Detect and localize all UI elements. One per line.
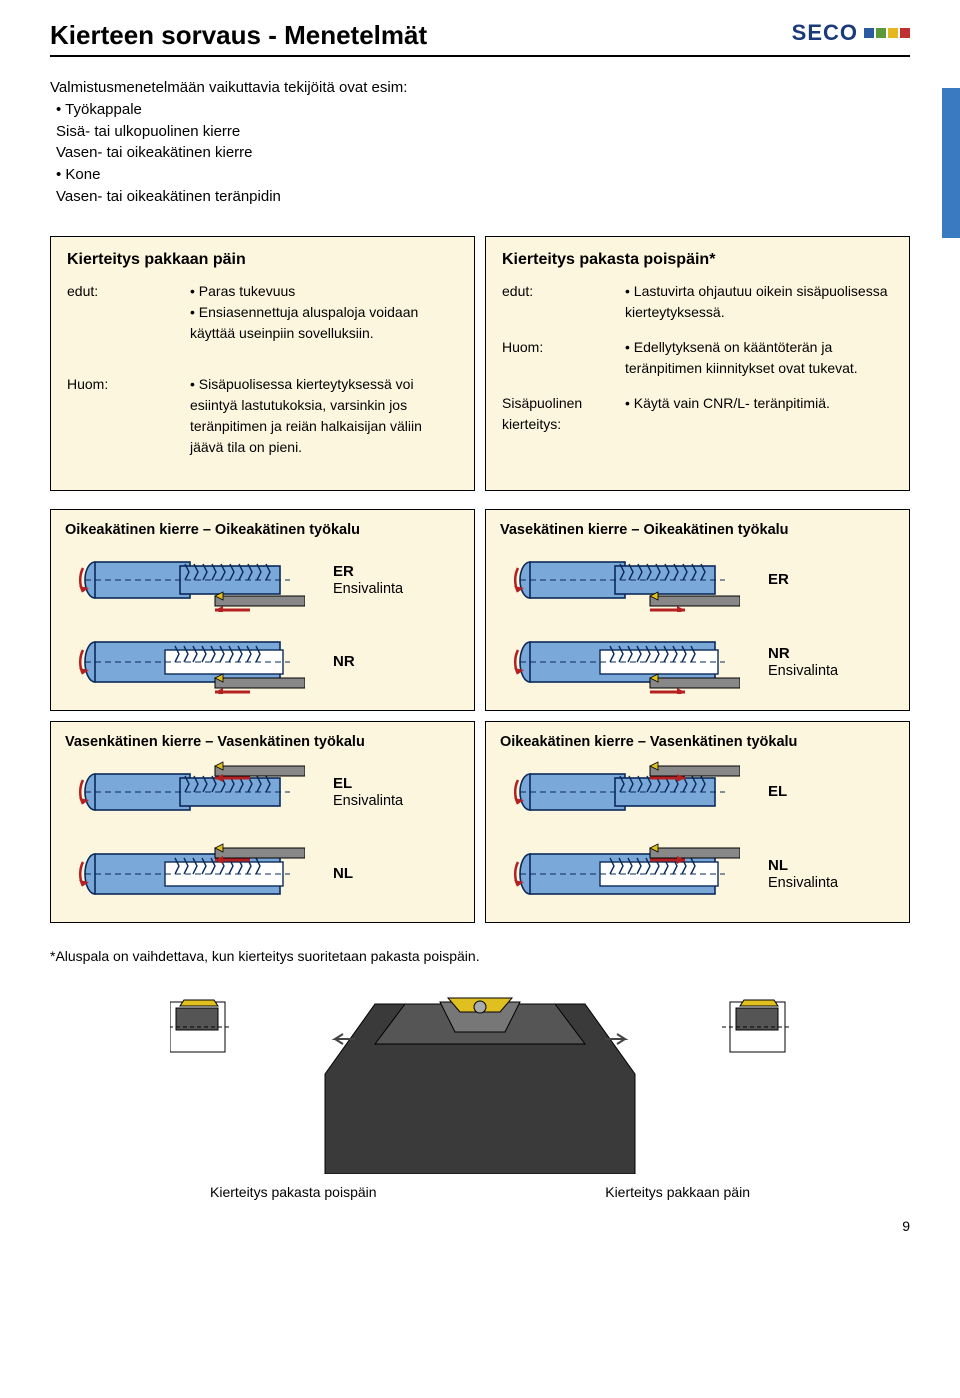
- tool-column: Vasenkätinen kierre – Vasenkätinen työka…: [50, 721, 475, 923]
- tool-label: NR: [333, 652, 355, 672]
- row-value: • Lastuvirta ohjautuu oikein sisäpuolise…: [625, 281, 893, 323]
- row-label: Huom:: [502, 337, 617, 379]
- tool-column: Oikeakätinen kierre – Oikeakätinen työka…: [50, 509, 475, 711]
- row-label: edut:: [67, 281, 182, 344]
- tool-row: ER: [500, 548, 895, 612]
- threading-diagram: [65, 842, 305, 906]
- page-title: Kierteen sorvaus - Menetelmät: [50, 20, 427, 51]
- brand-logo: SECO: [792, 20, 910, 46]
- left-info-box: Kierteitys pakkaan päin edut: • Paras tu…: [50, 236, 475, 491]
- row-value: • Sisäpuolisessa kierteytyksessä voi esi…: [190, 374, 458, 458]
- tool-label: EL: [768, 782, 787, 802]
- footnote: *Aluspala on vaihdettava, kun kierteitys…: [50, 947, 910, 967]
- tool-label: EL Ensivalinta: [333, 774, 403, 810]
- tool-label: NL Ensivalinta: [768, 856, 838, 892]
- section-tab: [942, 88, 960, 238]
- tool-label: NL: [333, 864, 353, 884]
- tool-column: Vasekätinen kierre – Oikeakätinen työkal…: [485, 509, 910, 711]
- logo-squares-icon: [864, 28, 910, 38]
- caption-left: Kierteitys pakasta poispäin: [210, 1184, 377, 1200]
- tool-label: ER Ensivalinta: [333, 562, 403, 598]
- tool-row: NL Ensivalinta: [500, 842, 895, 906]
- row-label: Huom:: [67, 374, 182, 458]
- column-heading: Vasenkätinen kierre – Vasenkätinen työka…: [65, 734, 460, 750]
- tool-label: ER: [768, 570, 789, 590]
- tool-row: ER Ensivalinta: [65, 548, 460, 612]
- column-heading: Vasekätinen kierre – Oikeakätinen työkal…: [500, 522, 895, 538]
- intro-text: Valmistusmenetelmään vaikuttavia tekijöi…: [50, 77, 910, 208]
- tool-column: Oikeakätinen kierre – Vasenkätinen työka…: [485, 721, 910, 923]
- tool-row: EL: [500, 760, 895, 824]
- threading-diagram: [500, 630, 740, 694]
- caption-right: Kierteitys pakkaan päin: [605, 1184, 750, 1200]
- tool-row: EL Ensivalinta: [65, 760, 460, 824]
- row-value: • Edellytyksenä on kääntöterän ja teränp…: [625, 337, 893, 379]
- left-box-title: Kierteitys pakkaan päin: [67, 251, 458, 269]
- tool-label: NR Ensivalinta: [768, 644, 838, 680]
- threading-diagram: [500, 760, 740, 824]
- threading-diagram: [65, 548, 305, 612]
- tool-row: NL: [65, 842, 460, 906]
- tool-row: NR Ensivalinta: [500, 630, 895, 694]
- row-value: • Paras tukevuus • Ensiasennettuja alusp…: [190, 281, 458, 344]
- tool-row: NR: [65, 630, 460, 694]
- right-info-box: Kierteitys pakasta poispäin* edut: • Las…: [485, 236, 910, 491]
- row-label: edut:: [502, 281, 617, 323]
- threading-diagram: [65, 760, 305, 824]
- row-value: • Käytä vain CNR/L- teränpitimiä.: [625, 393, 893, 435]
- column-heading: Oikeakätinen kierre – Vasenkätinen työka…: [500, 734, 895, 750]
- column-heading: Oikeakätinen kierre – Oikeakätinen työka…: [65, 522, 460, 538]
- bottom-figure: [50, 984, 910, 1174]
- threading-diagram: [500, 548, 740, 612]
- logo-text: SECO: [792, 20, 858, 46]
- page-header: Kierteen sorvaus - Menetelmät SECO: [50, 20, 910, 57]
- right-box-title: Kierteitys pakasta poispäin*: [502, 251, 893, 269]
- threading-diagram: [500, 842, 740, 906]
- threading-diagram: [65, 630, 305, 694]
- page-number: 9: [50, 1218, 910, 1234]
- row-label: Sisäpuolinen kierteitys:: [502, 393, 617, 435]
- bottom-captions: Kierteitys pakasta poispäin Kierteitys p…: [210, 1184, 750, 1200]
